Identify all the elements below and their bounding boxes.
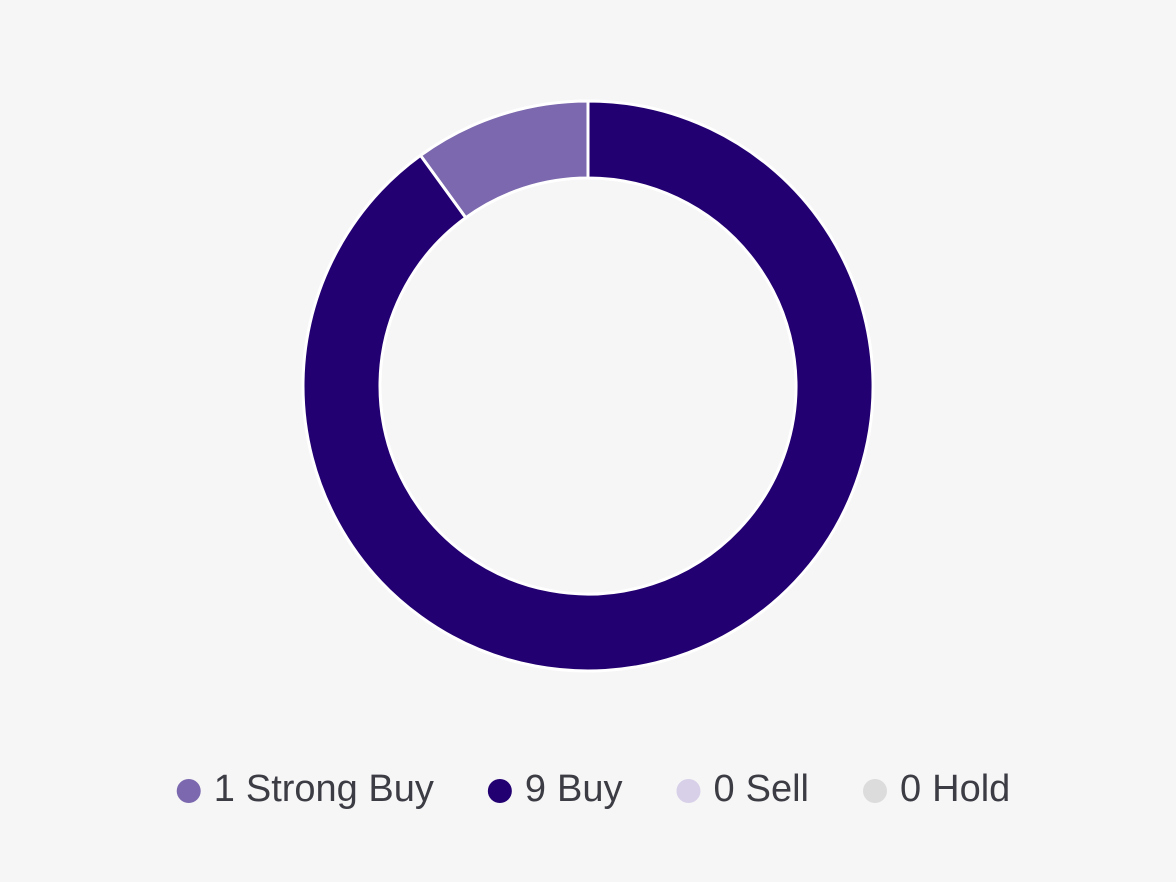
- legend-count: 0: [713, 768, 734, 810]
- legend-name: Strong Buy: [246, 768, 434, 810]
- legend-label: 0 Sell: [713, 768, 809, 810]
- legend-swatch: [676, 779, 701, 803]
- legend-swatch: [487, 779, 512, 803]
- legend-swatch: [862, 779, 887, 803]
- legend-name: Buy: [557, 768, 622, 810]
- legend-count: 0: [900, 768, 921, 810]
- legend-item: 9 Buy: [487, 768, 623, 810]
- donut-slice: [301, 99, 875, 673]
- legend-name: Hold: [932, 768, 1010, 810]
- legend-item: 1 Strong Buy: [176, 768, 434, 810]
- legend-label: 0 Hold: [900, 768, 1010, 810]
- legend-count: 9: [525, 768, 546, 810]
- legend-label: 1 Strong Buy: [214, 768, 434, 810]
- legend-label: 9 Buy: [525, 768, 623, 810]
- legend-item: 0 Hold: [862, 768, 1010, 810]
- legend: 1 Strong Buy 9 Buy 0 Sell 0 Hold: [176, 768, 1010, 810]
- legend-swatch: [176, 779, 201, 803]
- legend-item: 0 Sell: [676, 768, 809, 810]
- legend-name: Sell: [746, 768, 809, 810]
- donut: [301, 99, 875, 673]
- legend-count: 1: [214, 768, 235, 810]
